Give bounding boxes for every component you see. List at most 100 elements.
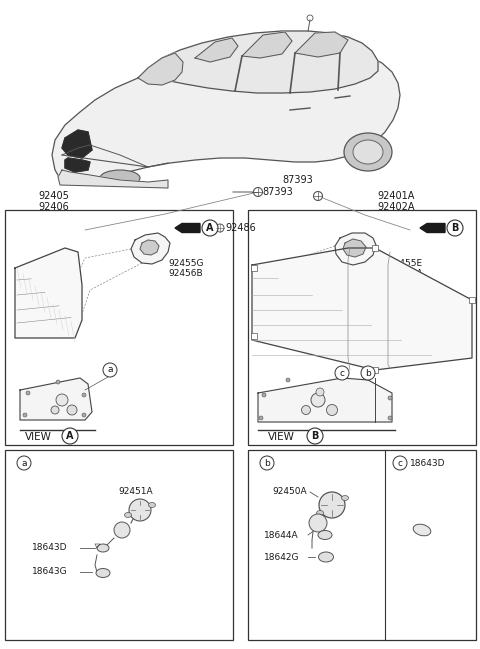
Ellipse shape bbox=[100, 170, 140, 186]
Ellipse shape bbox=[344, 133, 392, 171]
Text: 18642G: 18642G bbox=[264, 552, 300, 561]
Circle shape bbox=[26, 391, 30, 395]
Polygon shape bbox=[138, 31, 378, 93]
Circle shape bbox=[129, 499, 151, 521]
Bar bbox=[372, 245, 378, 251]
Circle shape bbox=[301, 406, 311, 415]
Text: A: A bbox=[66, 431, 74, 441]
Text: a: a bbox=[107, 365, 113, 374]
Text: b: b bbox=[365, 369, 371, 378]
Circle shape bbox=[262, 393, 266, 397]
FancyArrow shape bbox=[420, 223, 445, 232]
Polygon shape bbox=[62, 130, 92, 158]
Text: B: B bbox=[312, 431, 319, 441]
Polygon shape bbox=[131, 233, 170, 264]
Circle shape bbox=[202, 220, 218, 236]
Text: 92406: 92406 bbox=[38, 202, 69, 212]
Circle shape bbox=[82, 413, 86, 417]
Text: 92456A: 92456A bbox=[388, 269, 422, 278]
Circle shape bbox=[447, 220, 463, 236]
Bar bbox=[469, 297, 475, 303]
Text: B: B bbox=[451, 223, 459, 233]
Text: A: A bbox=[206, 223, 214, 233]
Ellipse shape bbox=[413, 524, 431, 536]
Circle shape bbox=[62, 428, 78, 444]
Circle shape bbox=[388, 416, 392, 420]
Text: c: c bbox=[339, 369, 345, 378]
Circle shape bbox=[17, 456, 31, 470]
Bar bbox=[372, 367, 378, 373]
Text: 87393: 87393 bbox=[262, 187, 293, 197]
Text: 92451A: 92451A bbox=[118, 487, 153, 496]
Ellipse shape bbox=[318, 530, 332, 539]
Circle shape bbox=[260, 456, 274, 470]
Circle shape bbox=[253, 188, 263, 197]
Polygon shape bbox=[15, 248, 82, 338]
Circle shape bbox=[216, 224, 224, 232]
Bar bbox=[251, 333, 257, 339]
Polygon shape bbox=[20, 378, 92, 420]
Text: 92486: 92486 bbox=[225, 223, 256, 233]
Circle shape bbox=[388, 396, 392, 400]
Text: 87393: 87393 bbox=[283, 175, 313, 185]
Polygon shape bbox=[140, 240, 159, 255]
Text: 92455E: 92455E bbox=[388, 258, 422, 267]
Circle shape bbox=[309, 514, 327, 532]
Circle shape bbox=[311, 393, 325, 407]
Polygon shape bbox=[138, 53, 183, 85]
Polygon shape bbox=[52, 47, 400, 184]
Circle shape bbox=[23, 413, 27, 417]
FancyArrow shape bbox=[175, 223, 200, 232]
Text: a: a bbox=[21, 458, 27, 467]
Circle shape bbox=[103, 363, 117, 377]
Text: 18643D: 18643D bbox=[32, 543, 68, 552]
Text: 92402A: 92402A bbox=[377, 202, 415, 212]
Text: c: c bbox=[397, 458, 403, 467]
FancyBboxPatch shape bbox=[248, 210, 476, 445]
Polygon shape bbox=[258, 378, 392, 422]
Polygon shape bbox=[58, 170, 168, 188]
Circle shape bbox=[319, 492, 345, 518]
Circle shape bbox=[56, 380, 60, 384]
Circle shape bbox=[67, 405, 77, 415]
Circle shape bbox=[393, 456, 407, 470]
Ellipse shape bbox=[341, 495, 348, 500]
Ellipse shape bbox=[353, 140, 383, 164]
Text: VIEW: VIEW bbox=[268, 432, 295, 442]
Text: VIEW: VIEW bbox=[25, 432, 52, 442]
Text: 18643G: 18643G bbox=[32, 567, 68, 576]
Ellipse shape bbox=[124, 513, 132, 517]
Polygon shape bbox=[65, 158, 90, 172]
Ellipse shape bbox=[316, 511, 324, 515]
Polygon shape bbox=[195, 38, 238, 62]
Polygon shape bbox=[252, 248, 472, 370]
Ellipse shape bbox=[319, 552, 334, 562]
Ellipse shape bbox=[96, 569, 110, 578]
Circle shape bbox=[326, 404, 337, 415]
Circle shape bbox=[316, 388, 324, 396]
Circle shape bbox=[82, 393, 86, 397]
Circle shape bbox=[51, 406, 59, 414]
Polygon shape bbox=[242, 32, 292, 58]
Circle shape bbox=[335, 366, 349, 380]
Circle shape bbox=[313, 191, 323, 201]
Circle shape bbox=[56, 394, 68, 406]
Polygon shape bbox=[295, 32, 348, 57]
FancyBboxPatch shape bbox=[5, 450, 233, 640]
Polygon shape bbox=[335, 233, 376, 265]
Circle shape bbox=[286, 378, 290, 382]
Circle shape bbox=[361, 366, 375, 380]
FancyBboxPatch shape bbox=[248, 450, 476, 640]
Ellipse shape bbox=[97, 544, 109, 552]
Circle shape bbox=[114, 522, 130, 538]
FancyBboxPatch shape bbox=[5, 210, 233, 445]
Text: 92401A: 92401A bbox=[377, 191, 414, 201]
Text: 92456B: 92456B bbox=[168, 269, 203, 278]
Text: 18643D: 18643D bbox=[410, 458, 445, 467]
Text: 92450A: 92450A bbox=[272, 487, 307, 496]
Text: 92455G: 92455G bbox=[168, 258, 204, 267]
Text: b: b bbox=[264, 458, 270, 467]
Polygon shape bbox=[343, 239, 366, 257]
Ellipse shape bbox=[148, 502, 156, 508]
Circle shape bbox=[307, 428, 323, 444]
